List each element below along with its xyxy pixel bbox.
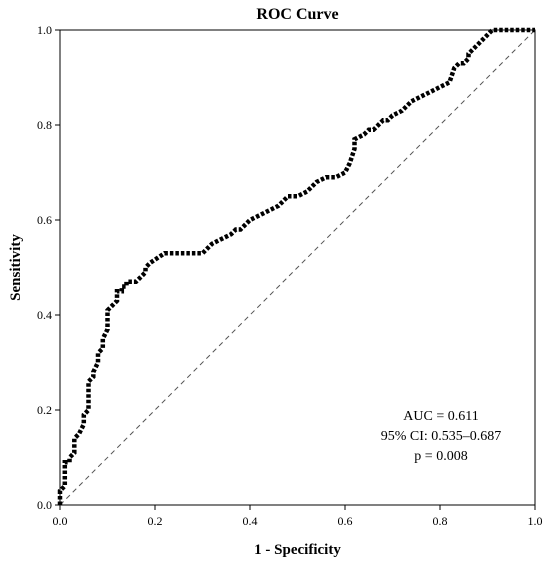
- x-tick-label: 1.0: [528, 514, 543, 528]
- x-tick-label: 0.0: [53, 514, 68, 528]
- y-tick-label: 0.2: [37, 403, 52, 417]
- x-axis-title: 1 - Specificity: [254, 542, 341, 558]
- plot-frame: [59, 29, 536, 506]
- annotation-line: 95% CI: 0.535–0.687: [381, 429, 502, 444]
- x-tick-label: 0.6: [338, 514, 353, 528]
- y-tick-label: 0.0: [37, 498, 52, 512]
- annotation-line: AUC = 0.611: [403, 409, 478, 424]
- x-tick-label: 0.2: [148, 514, 163, 528]
- y-tick-label: 0.4: [37, 308, 52, 322]
- y-tick-label: 1.0: [37, 23, 52, 37]
- annotation-line: p = 0.008: [414, 449, 467, 464]
- chart-title: ROC Curve: [256, 6, 338, 23]
- y-axis-title: Sensitivity: [8, 234, 24, 301]
- x-tick-label: 0.4: [243, 514, 258, 528]
- y-tick-label: 0.6: [37, 213, 52, 227]
- diagonal-reference-line: [59, 29, 536, 506]
- roc-curve-line: [57, 27, 535, 505]
- x-tick-label: 0.8: [433, 514, 448, 528]
- annotation-group: AUC = 0.611 95% CI: 0.535–0.687 p = 0.008: [381, 409, 502, 464]
- y-tick-label: 0.8: [37, 118, 52, 132]
- axis-ticks: 0.0 0.2 0.4 0.6 0.8 1.0 0.0 0.2 0.4 0.6 0.8 1.0: [37, 23, 543, 528]
